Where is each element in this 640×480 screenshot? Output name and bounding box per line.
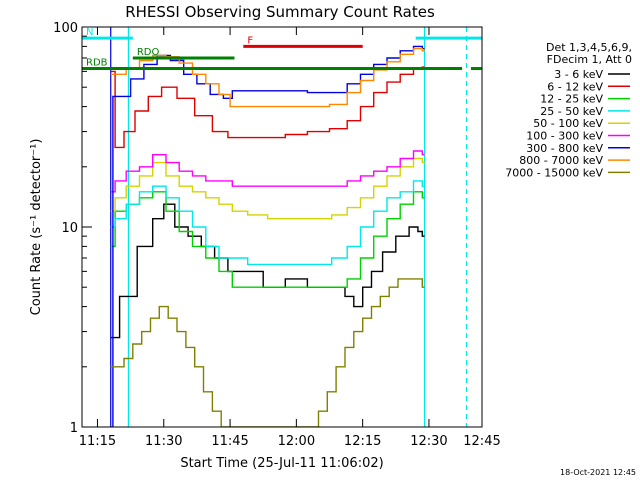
- x-tick-label-12-15: 12:15: [344, 434, 381, 449]
- y-tick-label-1: 1: [70, 421, 78, 436]
- y-axis-label: Count Rate (s⁻¹ detector⁻¹): [29, 139, 44, 316]
- annotation-label-rdo: RDO: [137, 47, 160, 58]
- axis-ticks: 11:15 11:30 11:45 12:00 12:15 12:30 12:45 1 10 10…: [53, 21, 501, 449]
- legend-label-12-25-kev: 12 - 25 keV: [540, 93, 603, 106]
- legend-label-50-100-kev: 50 - 100 keV: [533, 117, 603, 130]
- plot-frame: [81, 26, 483, 428]
- x-tick-label-11-30: 11:30: [145, 434, 182, 449]
- legend-label-3-6-kev: 3 - 6 keV: [554, 68, 603, 81]
- legend-label-7000-15000-kev: 7000 - 15000 keV: [505, 166, 603, 179]
- legend-label-6-12-kev: 6 - 12 keV: [547, 80, 603, 93]
- legend-header-line-2: FDecim 1, Att 0: [547, 53, 632, 66]
- series-line-800-7000-kev: [110, 47, 425, 108]
- series-line-25-50-kev: [110, 180, 425, 266]
- series-line-50-100-kev: [110, 157, 425, 220]
- timestamp: 18-Oct-2021 12:45: [560, 468, 636, 477]
- x-tick-label-12-30: 12:30: [410, 434, 447, 449]
- legend-label-25-50-kev: 25 - 50 keV: [540, 105, 603, 118]
- x-tick-label-12-00: 12:00: [278, 434, 315, 449]
- legend-label-300-800-kev: 300 - 800 keV: [526, 142, 603, 155]
- series-line-12-25-kev: [110, 191, 425, 288]
- x-axis-label: Start Time (25-Jul-11 11:06:02): [180, 456, 383, 471]
- plot-area: N RDO RDB F: [82, 27, 482, 427]
- series-line-7000-15000-kev: [110, 278, 425, 427]
- legend-label-100-300-kev: 100 - 300 keV: [526, 130, 603, 143]
- series-line-3-6-kev: [110, 203, 425, 339]
- series-line-6-12-kev: [110, 66, 425, 149]
- x-tick-label-11-15: 11:15: [79, 434, 116, 449]
- annotation-label-n: N: [86, 27, 93, 38]
- legend: Det 1,3,4,5,6,9, FDecim 1, Att 0 3 - 6 k…: [505, 41, 632, 179]
- x-tick-label-12-45: 12:45: [463, 434, 500, 449]
- y-tick-label-10: 10: [61, 221, 78, 236]
- annotation-label-rdb: RDB: [86, 58, 108, 69]
- chart-title: RHESSI Observing Summary Count Rates: [125, 3, 435, 21]
- annotation-label-f: F: [247, 35, 253, 46]
- legend-header-line-1: Det 1,3,4,5,6,9,: [546, 41, 632, 54]
- x-tick-label-11-45: 11:45: [211, 434, 248, 449]
- series-line-100-300-kev: [110, 150, 425, 193]
- y-tick-label-100: 100: [53, 21, 78, 36]
- legend-label-800-7000-kev: 800 - 7000 keV: [519, 154, 603, 167]
